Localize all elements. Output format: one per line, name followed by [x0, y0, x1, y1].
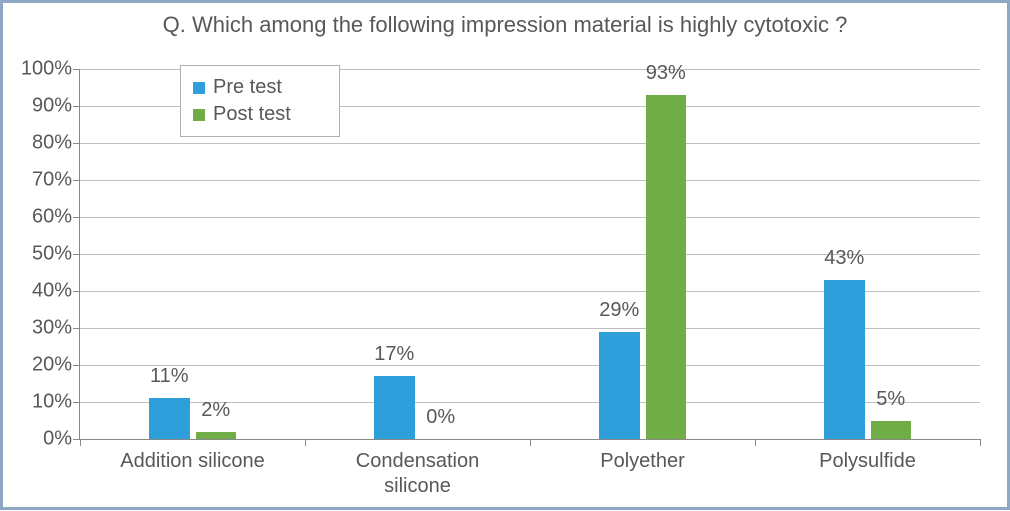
category-label: Polyether: [530, 449, 755, 474]
y-tick-label: 30%: [32, 317, 72, 340]
legend-label: Pre test: [213, 76, 282, 99]
chart-title: Q. Which among the following impression …: [0, 12, 1010, 38]
legend-swatch: [193, 109, 205, 121]
y-tick-label: 40%: [32, 280, 72, 303]
x-tick-mark: [305, 439, 306, 446]
y-tick-label: 20%: [32, 354, 72, 377]
bar: [149, 398, 190, 439]
y-tick-label: 50%: [32, 243, 72, 266]
y-tick-label: 100%: [21, 58, 72, 81]
y-axis: [79, 69, 80, 439]
legend-swatch: [193, 82, 205, 94]
grid-line: [80, 180, 980, 181]
y-tick-label: 90%: [32, 95, 72, 118]
bar: [196, 432, 237, 439]
grid-line: [80, 217, 980, 218]
x-tick-mark: [755, 439, 756, 446]
legend-item: Pre test: [193, 76, 327, 99]
y-tick-label: 0%: [43, 428, 72, 451]
grid-line: [80, 143, 980, 144]
bar: [871, 421, 912, 440]
x-tick-mark: [530, 439, 531, 446]
bar-value-label: 43%: [824, 247, 864, 270]
bar-value-label: 0%: [426, 406, 455, 429]
legend: Pre test Post test: [180, 65, 340, 137]
y-tick-mark: [73, 439, 80, 440]
bar: [646, 95, 687, 439]
y-tick-label: 80%: [32, 132, 72, 155]
y-tick-label: 10%: [32, 391, 72, 414]
x-tick-mark: [80, 439, 81, 446]
legend-label: Post test: [213, 103, 291, 126]
bar: [599, 332, 640, 439]
bar: [824, 280, 865, 439]
legend-item: Post test: [193, 103, 327, 126]
y-tick-label: 60%: [32, 206, 72, 229]
category-label: Addition silicone: [80, 449, 305, 474]
category-label: Condensation silicone: [305, 449, 530, 499]
bar: [374, 376, 415, 439]
bar-value-label: 5%: [876, 388, 905, 411]
bar-value-label: 17%: [374, 343, 414, 366]
category-label: Polysulfide: [755, 449, 980, 474]
y-tick-label: 70%: [32, 169, 72, 192]
x-tick-mark: [980, 439, 981, 446]
bar-value-label: 2%: [201, 399, 230, 422]
chart-container: Q. Which among the following impression …: [0, 0, 1010, 511]
bar-value-label: 11%: [150, 365, 189, 388]
bar-value-label: 93%: [646, 62, 686, 85]
bar-value-label: 29%: [599, 299, 639, 322]
